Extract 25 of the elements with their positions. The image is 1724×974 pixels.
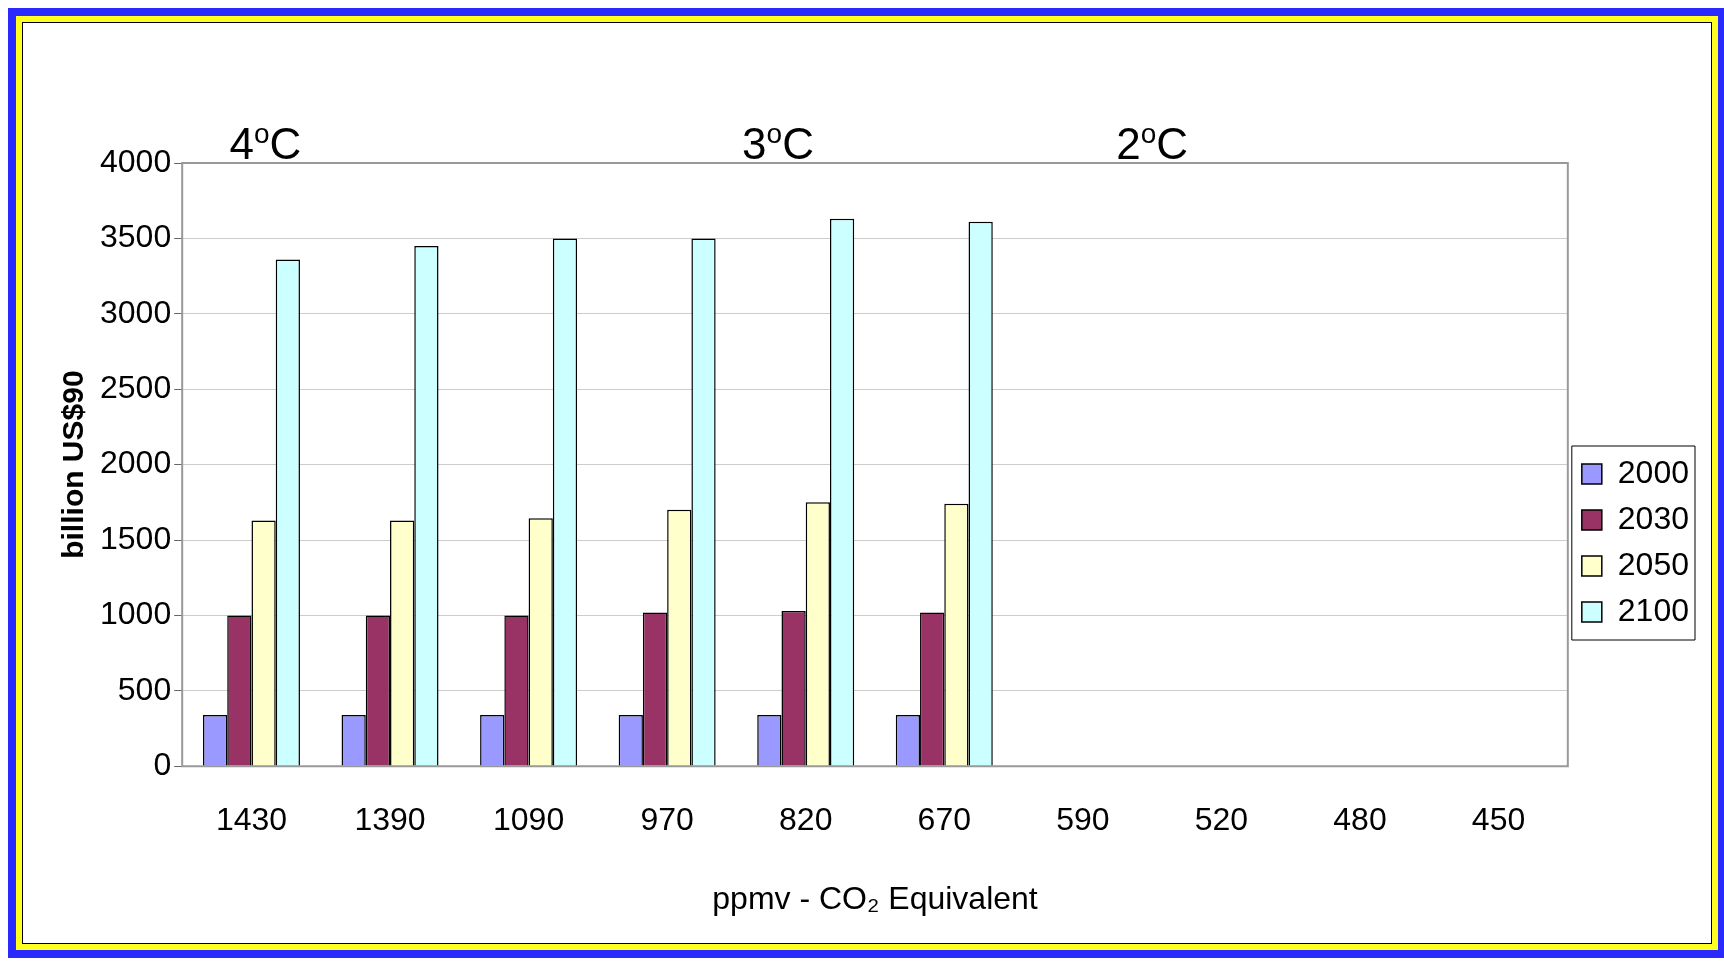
y-tick-label: 2500 — [100, 369, 172, 406]
legend-label: 2000 — [1617, 453, 1689, 490]
y-tick-label: 2000 — [100, 444, 172, 481]
y-tick-label: 1500 — [100, 519, 172, 556]
x-tick-label: 520 — [1194, 801, 1249, 838]
y-tick-label: 3000 — [100, 293, 172, 330]
x-tick-label: 670 — [917, 801, 971, 838]
x-tick-label: 820 — [779, 801, 833, 838]
x-tick-label: 1430 — [215, 801, 288, 838]
x-tick-label: 590 — [1056, 801, 1110, 838]
x-tick-label: 480 — [1333, 801, 1387, 838]
x-tick-label: 970 — [640, 801, 694, 838]
y-tick-label: 500 — [117, 670, 172, 707]
y-tick-label: 3500 — [100, 218, 172, 255]
x-tick-label: 1090 — [493, 801, 565, 838]
legend-label: 2100 — [1617, 591, 1689, 628]
x-tick-label: 450 — [1471, 801, 1526, 838]
y-axis-title: billion US$90 — [56, 370, 90, 559]
y-tick-label: 0 — [153, 746, 172, 783]
y-tick-label: 4000 — [100, 142, 172, 179]
x-axis-title: ppmv - CO₂ Equivalent — [712, 879, 1038, 916]
legend-label: 2030 — [1617, 499, 1689, 536]
x-tick-label: 1390 — [354, 801, 426, 838]
legend-label: 2050 — [1617, 545, 1689, 582]
y-tick-label: 1000 — [100, 595, 172, 632]
